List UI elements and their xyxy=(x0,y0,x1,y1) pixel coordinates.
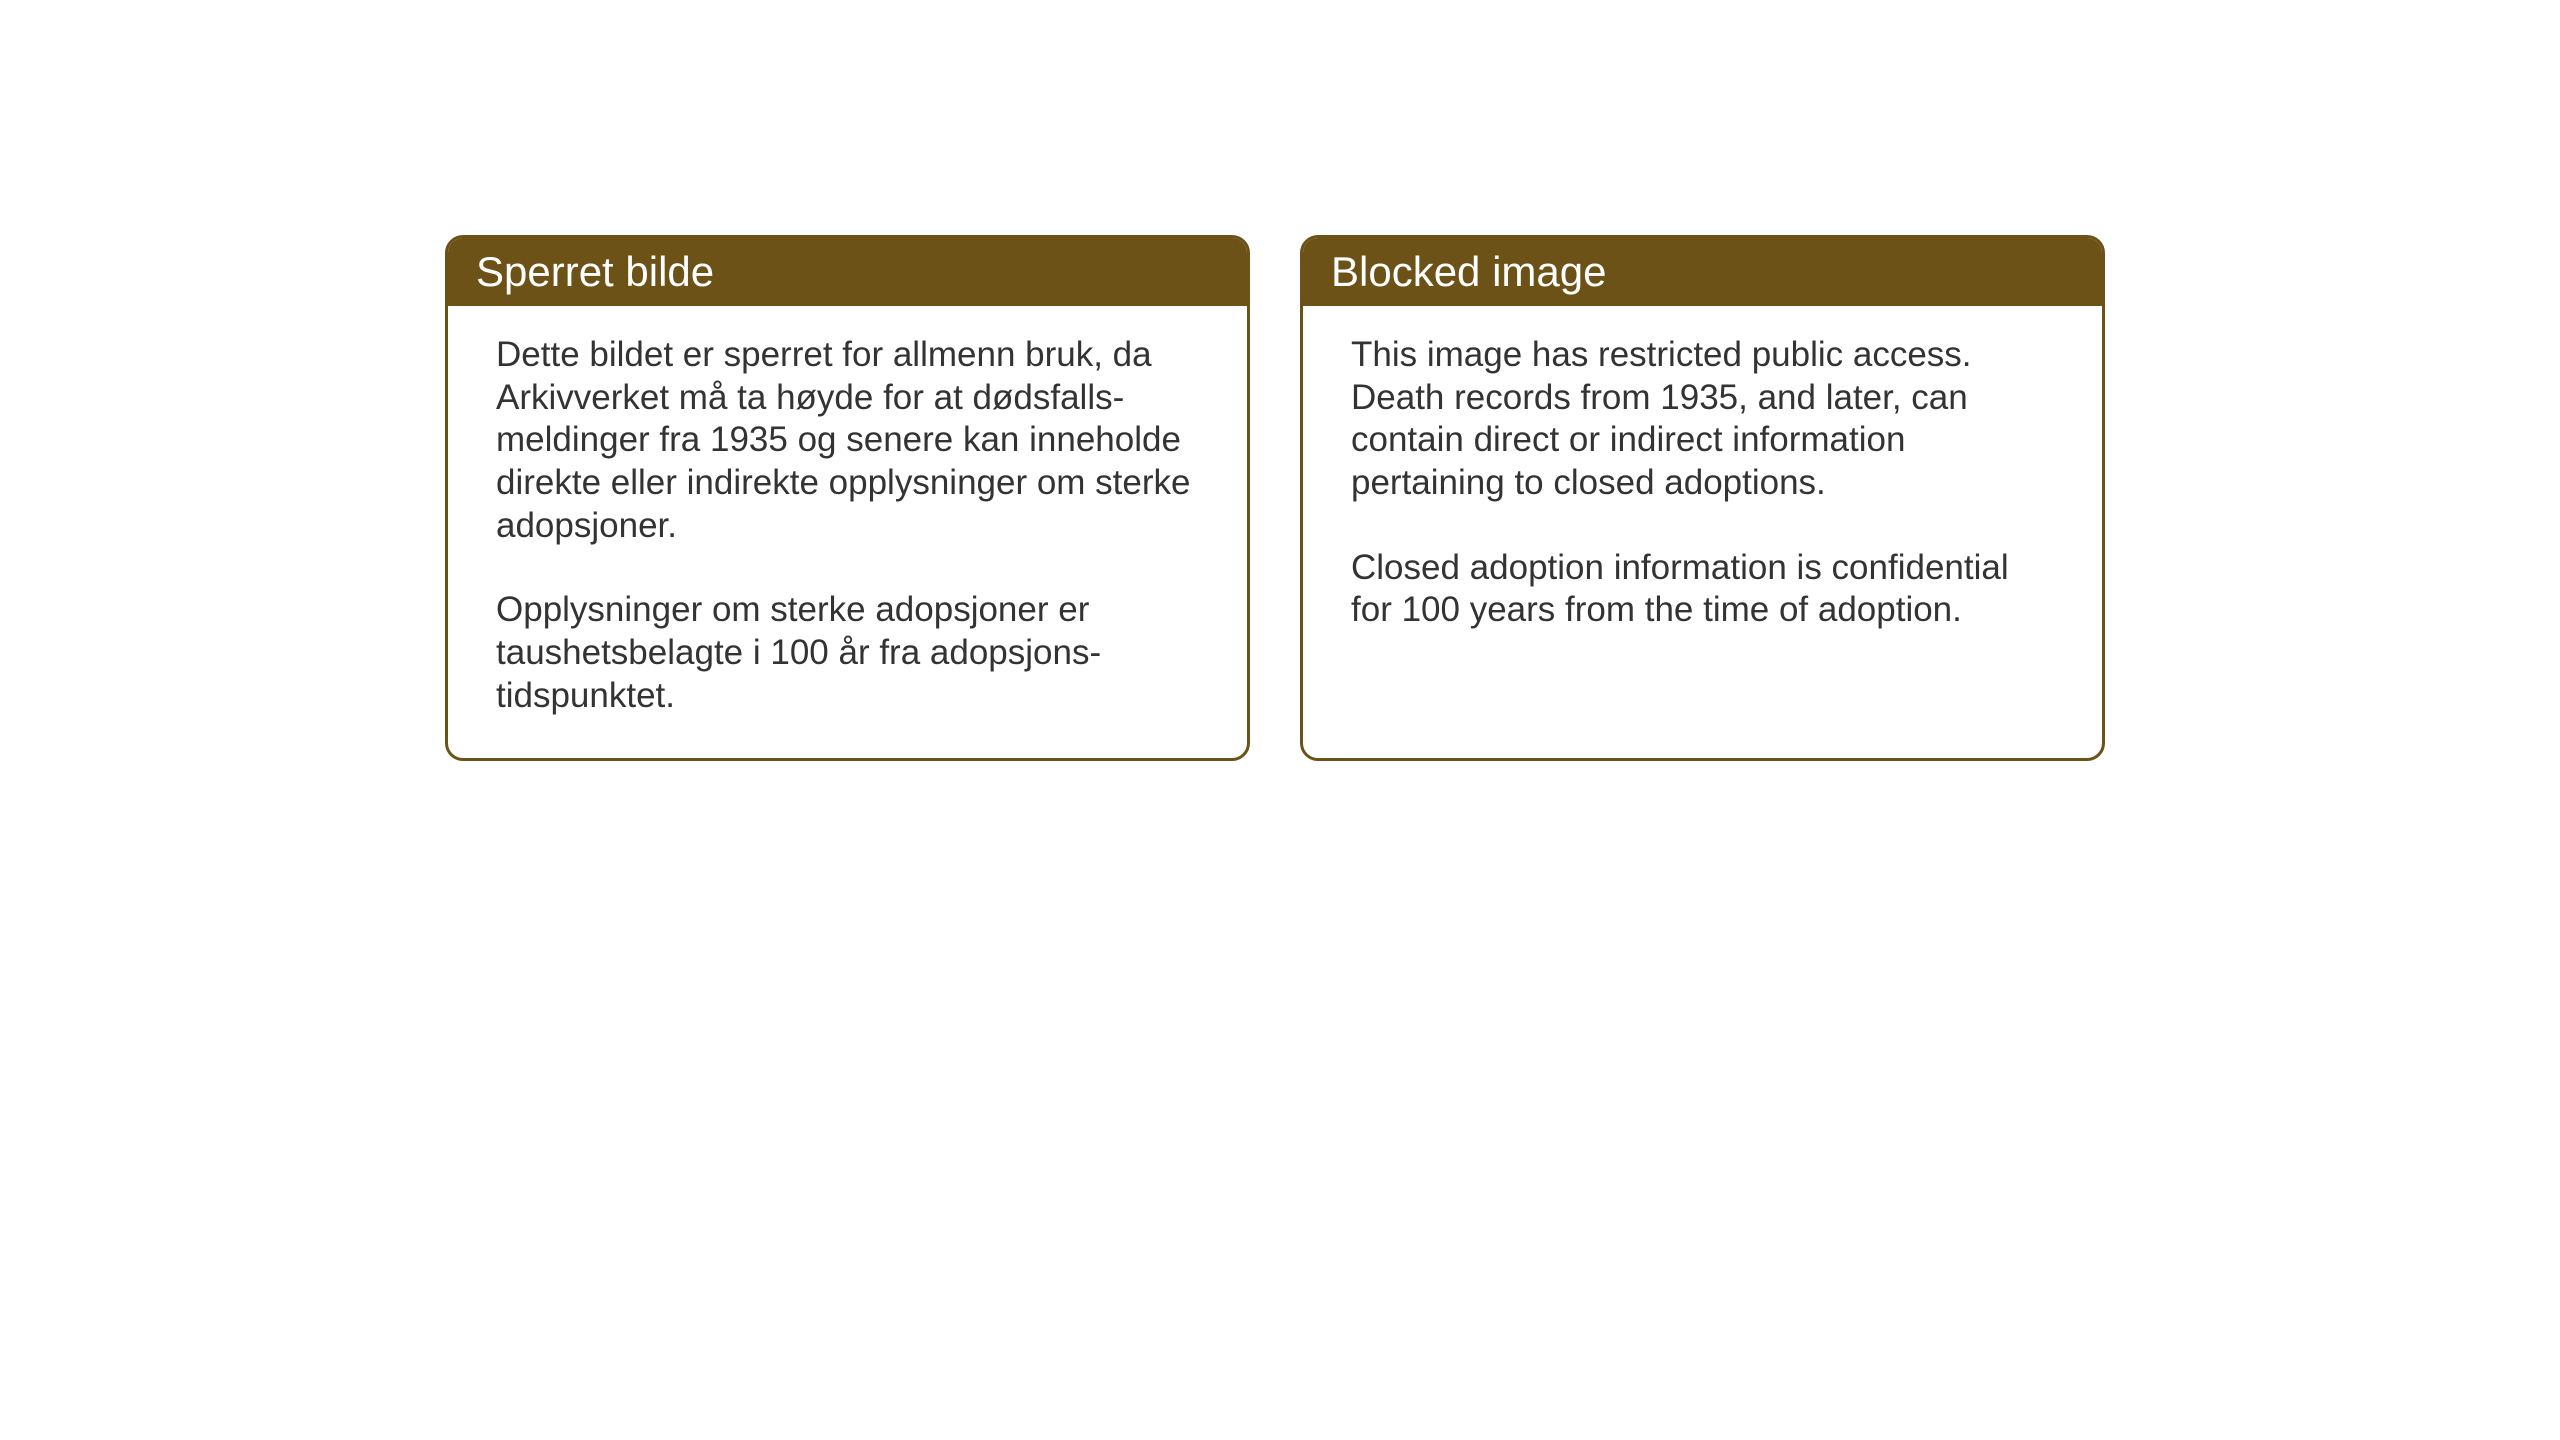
norwegian-paragraph-1: Dette bildet er sperret for allmenn bruk… xyxy=(496,334,1199,547)
english-paragraph-2: Closed adoption information is confident… xyxy=(1351,547,2054,632)
cards-container: Sperret bilde Dette bildet er sperret fo… xyxy=(445,235,2105,761)
norwegian-card-body: Dette bildet er sperret for allmenn bruk… xyxy=(448,306,1247,758)
norwegian-card: Sperret bilde Dette bildet er sperret fo… xyxy=(445,235,1250,761)
norwegian-card-title: Sperret bilde xyxy=(476,248,714,295)
english-card: Blocked image This image has restricted … xyxy=(1300,235,2105,761)
english-card-title: Blocked image xyxy=(1331,248,1606,295)
english-paragraph-1: This image has restricted public access.… xyxy=(1351,334,2054,505)
norwegian-card-header: Sperret bilde xyxy=(448,238,1247,306)
norwegian-paragraph-2: Opplysninger om sterke adopsjoner er tau… xyxy=(496,589,1199,717)
english-card-body: This image has restricted public access.… xyxy=(1303,306,2102,672)
english-card-header: Blocked image xyxy=(1303,238,2102,306)
